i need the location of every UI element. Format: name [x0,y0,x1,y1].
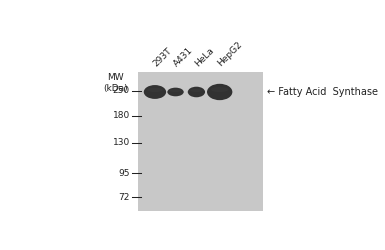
Ellipse shape [211,87,229,92]
Text: 293T: 293T [151,46,173,68]
Ellipse shape [147,88,163,92]
Text: ← Fatty Acid  Synthase: ← Fatty Acid Synthase [268,87,378,97]
Text: 72: 72 [119,193,130,202]
Bar [138,72,263,211]
Text: 250: 250 [113,86,130,95]
Ellipse shape [170,90,181,92]
Text: 130: 130 [113,138,130,147]
Ellipse shape [167,88,184,96]
Ellipse shape [190,89,203,92]
Ellipse shape [144,85,166,99]
Ellipse shape [207,84,233,100]
Text: HepG2: HepG2 [216,40,244,68]
Text: 180: 180 [113,111,130,120]
Text: HeLa: HeLa [193,46,216,68]
Text: MW
(kDa): MW (kDa) [103,73,127,93]
Ellipse shape [188,87,205,97]
Text: A431: A431 [172,46,195,68]
Text: 95: 95 [118,169,130,178]
